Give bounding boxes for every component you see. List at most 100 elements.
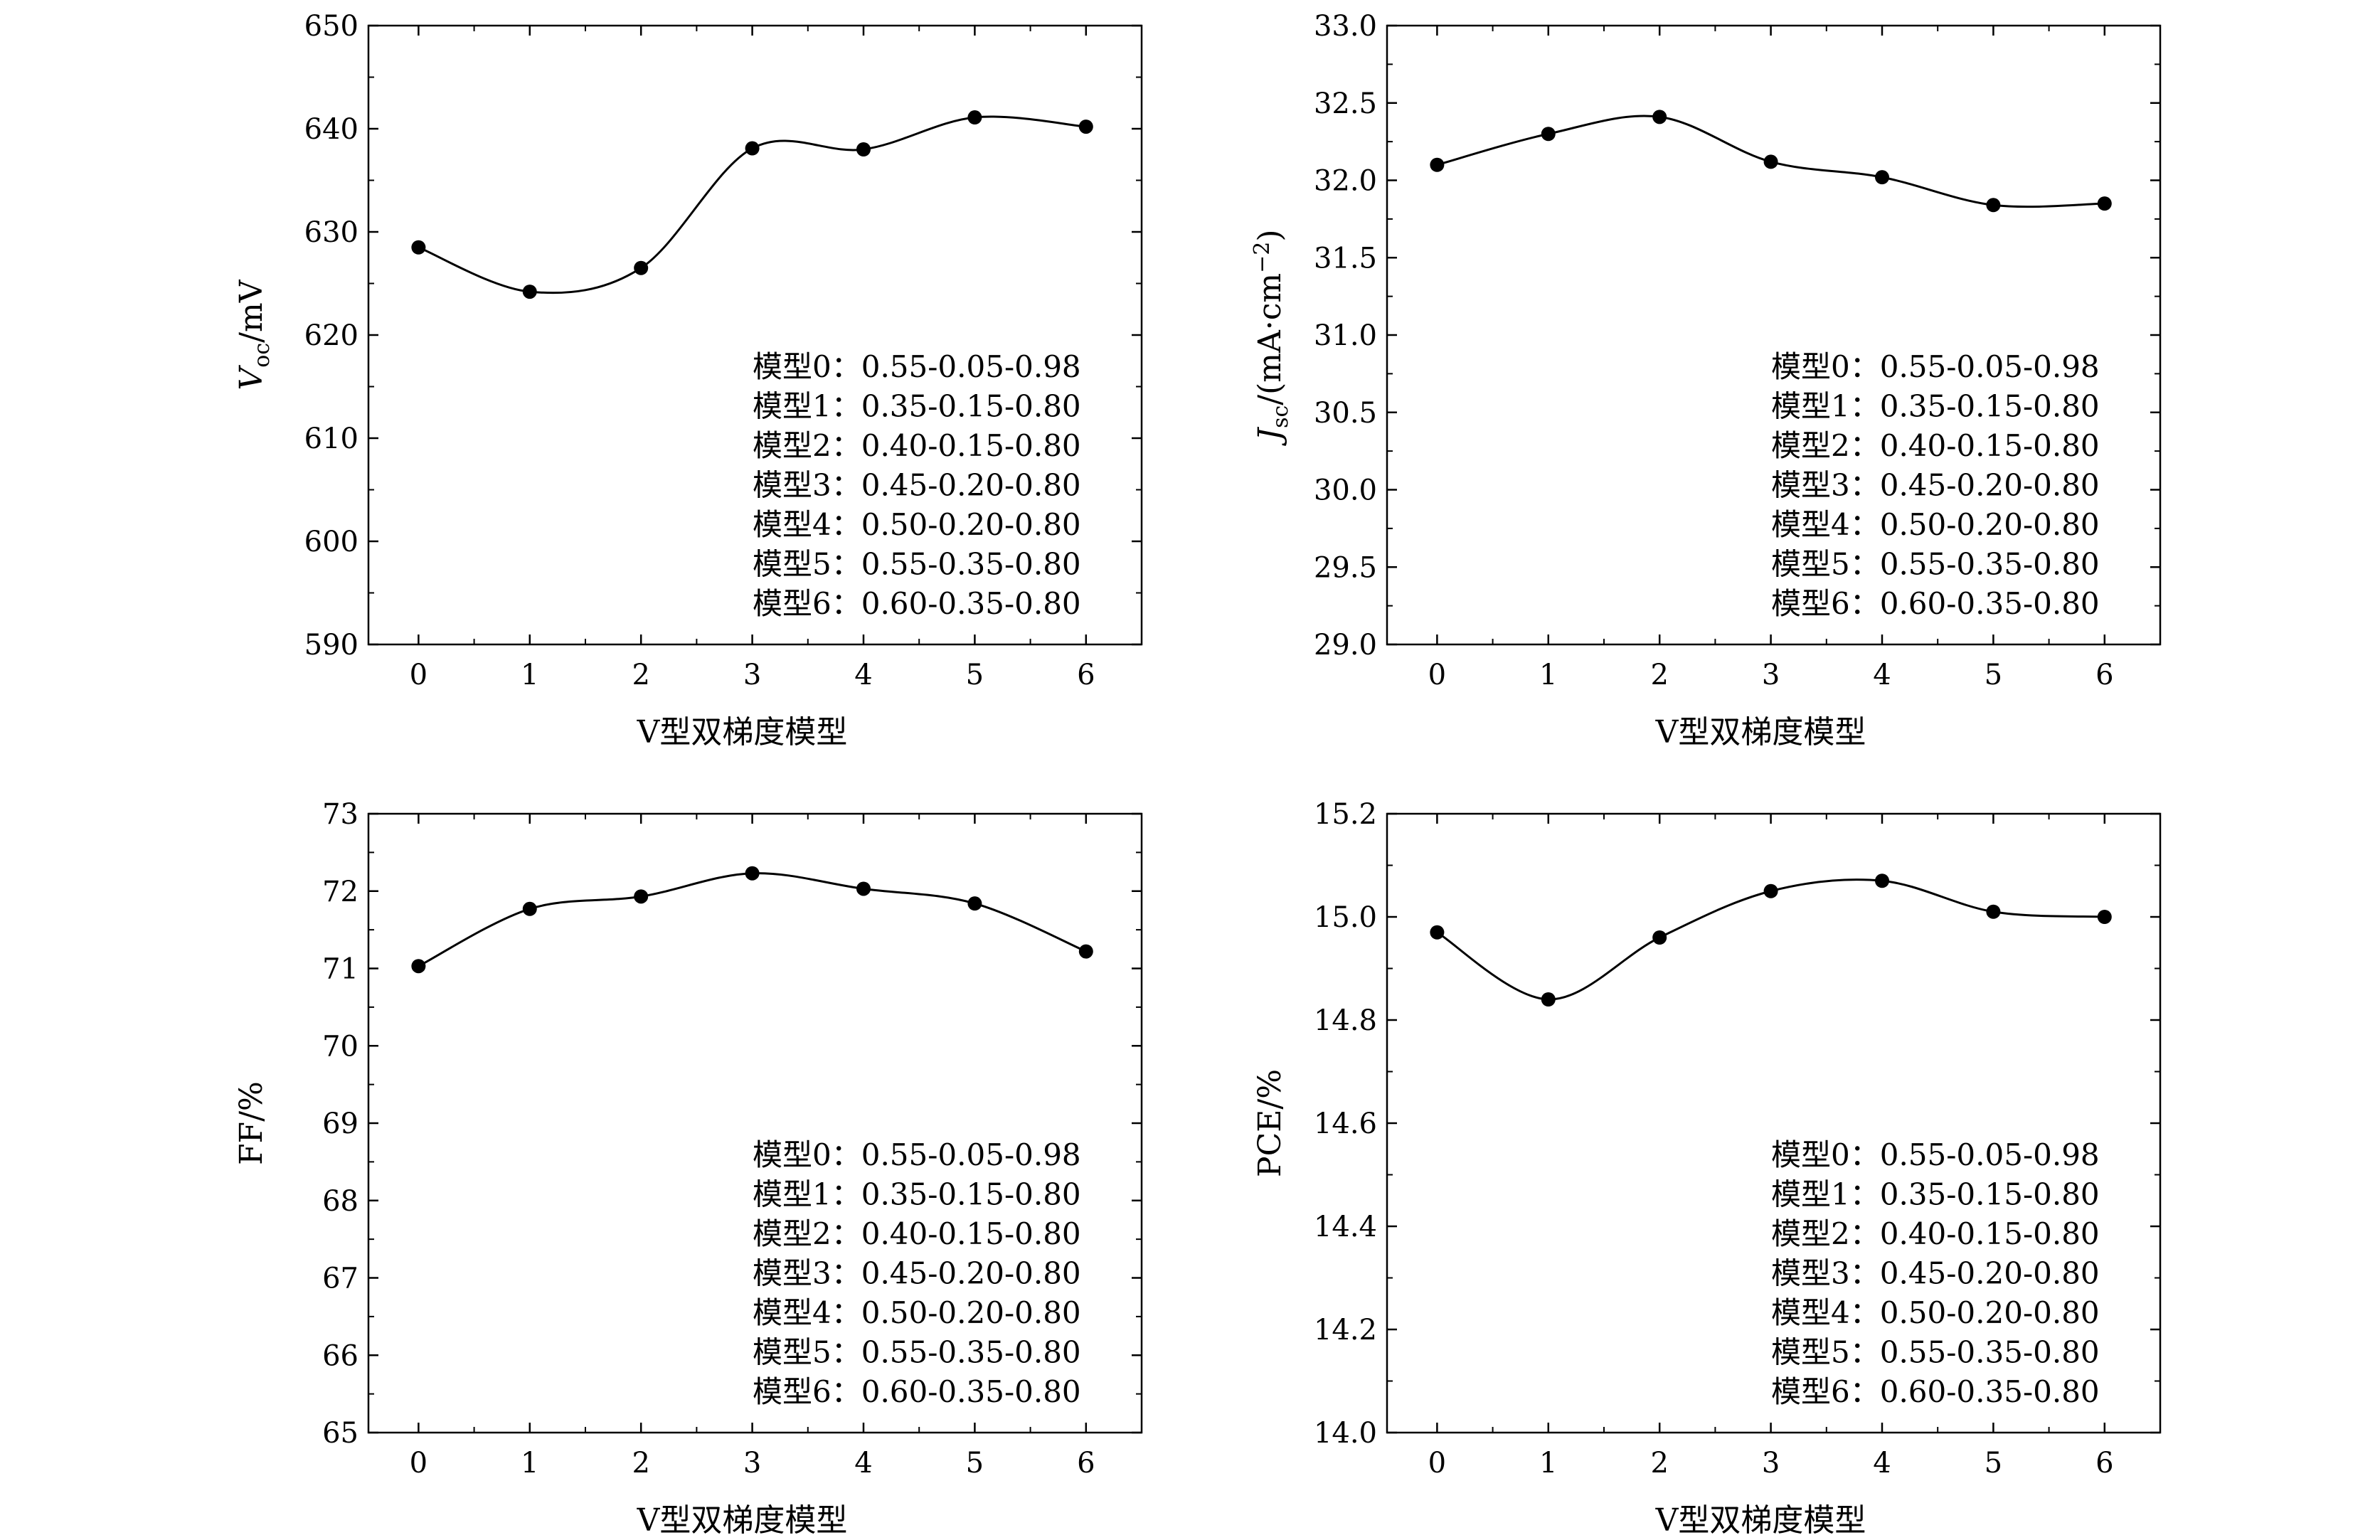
legend-entry: 模型5：0.55-0.35-0.80 [1771,1335,2100,1370]
data-point [634,889,649,904]
x-tick-label: 6 [1077,659,1095,691]
y-tick-label: 610 [304,423,358,455]
x-tick-label: 2 [1650,659,1668,691]
y-tick-label: 73 [322,798,358,831]
legend-entry: 模型1：0.35-0.15-0.80 [1771,1177,2100,1212]
legend-entry: 模型6：0.60-0.35-0.80 [753,586,1081,621]
y-tick-label: 14.4 [1314,1211,1377,1243]
y-tick-label: 32.0 [1314,165,1377,198]
x-tick-label: 2 [1650,1447,1668,1480]
legend-entry: 模型2：0.40-0.15-0.80 [1771,428,2100,463]
data-point [745,141,760,156]
legend-entry: 模型2：0.40-0.15-0.80 [1771,1216,2100,1251]
y-axis-title-unit: /(mA·cm [1252,273,1288,405]
y-tick-label: 640 [304,113,358,146]
y-tick-label: 590 [304,629,358,662]
x-tick-label: 0 [410,659,427,691]
legend-entry: 模型4：0.50-0.20-0.80 [1771,1295,2100,1330]
legend-entry: 模型1：0.35-0.15-0.80 [1771,389,2100,424]
y-axis-title-unit: /mV [233,279,270,343]
x-tick-label: 1 [521,659,538,691]
data-point [2097,196,2112,211]
x-axis-title: V型双梯度模型 [637,714,848,750]
legend-entry: 模型0：0.55-0.05-0.98 [753,349,1081,384]
x-tick-label: 5 [966,1447,984,1480]
y-tick-label: 29.5 [1314,551,1377,584]
x-axis-title: V型双梯度模型 [1655,714,1866,750]
y-tick-label: 72 [322,876,358,908]
y-axis-title: FF/% [233,1081,270,1165]
data-point [745,866,760,881]
y-tick-label: 620 [304,319,358,352]
y-tick-label: 14.8 [1314,1004,1377,1037]
data-point [1874,873,1889,888]
legend-entry: 模型6：0.60-0.35-0.80 [1771,1374,2100,1409]
y-axis-title-main: V [233,364,270,390]
data-point [1763,154,1778,169]
data-point [411,240,426,255]
x-tick-label: 2 [632,659,649,691]
y-axis-title: Jsc/(mA·cm−2) [1250,229,1293,446]
data-point [1541,992,1556,1007]
legend-entry: 模型2：0.40-0.15-0.80 [753,1216,1081,1251]
y-tick-label: 71 [322,953,358,986]
legend-entry: 模型0：0.55-0.05-0.98 [1771,349,2100,384]
data-point [411,959,426,974]
x-tick-label: 4 [854,1447,872,1480]
y-tick-label: 67 [322,1263,358,1295]
legend-entry: 模型5：0.55-0.35-0.80 [1771,547,2100,582]
x-tick-label: 0 [410,1447,427,1480]
y-axis-title-sub: oc [250,343,275,368]
data-point [1986,198,2001,213]
data-point [1430,925,1445,940]
y-tick-label: 66 [322,1339,358,1372]
y-tick-label: 68 [322,1185,358,1218]
y-tick-label: 14.6 [1314,1108,1377,1140]
data-point [856,881,871,896]
x-tick-label: 0 [1428,1447,1446,1480]
x-tick-label: 1 [1539,1447,1557,1480]
y-tick-label: 630 [304,216,358,249]
data-point [1078,120,1093,134]
y-axis-title-close: ) [1252,229,1288,241]
chart-panel-top-left: 590 600 610 620 630 640 650 0 1 2 3 4 5 6 V型双梯度模型 Voc/m… [233,10,1143,750]
x-tick-label: 6 [2095,1447,2113,1480]
data-point [1652,110,1667,124]
x-tick-label: 3 [1762,659,1780,691]
data-point [856,142,871,156]
x-tick-label: 1 [1539,659,1557,691]
y-tick-label: 32.5 [1314,87,1377,120]
x-tick-label: 6 [1077,1447,1095,1480]
y-tick-label: 14.2 [1314,1314,1377,1347]
legend-entry: 模型0：0.55-0.05-0.98 [1771,1137,2100,1172]
y-axis-title: Voc/mV [233,279,275,390]
y-axis-title: PCE/% [1252,1069,1288,1177]
chart-panel-top-right: 29.0 29.5 30.0 30.5 31.0 31.5 32.0 32.5 33.0 0 1 2 3… [1250,10,2162,750]
legend-entry: 模型6：0.60-0.35-0.80 [753,1374,1081,1409]
chart-panel-bottom-left: 65 66 67 68 69 70 71 72 73 0 1 2 3 4 5 6 V型双梯度模型 FF/% 模型0：… [233,798,1143,1539]
y-tick-label: 31.5 [1314,242,1377,275]
legend-entry: 模型3：0.45-0.20-0.80 [1771,1256,2100,1291]
y-tick-label: 600 [304,526,358,558]
data-point [967,896,982,911]
data-point [522,901,537,916]
y-axis-title-sub: sc [1268,405,1293,428]
data-point [1652,930,1667,945]
data-point [1541,127,1556,142]
data-point [634,260,649,275]
y-axis-title-sup: −2 [1250,242,1275,273]
series-line [418,872,1087,967]
legend-entry: 模型3：0.45-0.20-0.80 [1771,468,2100,503]
x-tick-label: 3 [743,659,761,691]
x-tick-label: 4 [1873,1447,1891,1480]
legend-entry: 模型4：0.50-0.20-0.80 [753,507,1081,542]
y-tick-label: 30.0 [1314,474,1377,507]
x-tick-label: 4 [854,659,872,691]
data-point [2097,910,2112,924]
y-tick-label: 15.0 [1314,901,1377,934]
x-tick-label: 4 [1873,659,1891,691]
legend-entry: 模型0：0.55-0.05-0.98 [753,1137,1081,1172]
chart-panel-bottom-right: 14.0 14.2 14.4 14.6 14.8 15.0 15.2 0 1 2 3 4 5 6 V型双梯度… [1252,798,2162,1539]
x-tick-label: 5 [966,659,984,691]
